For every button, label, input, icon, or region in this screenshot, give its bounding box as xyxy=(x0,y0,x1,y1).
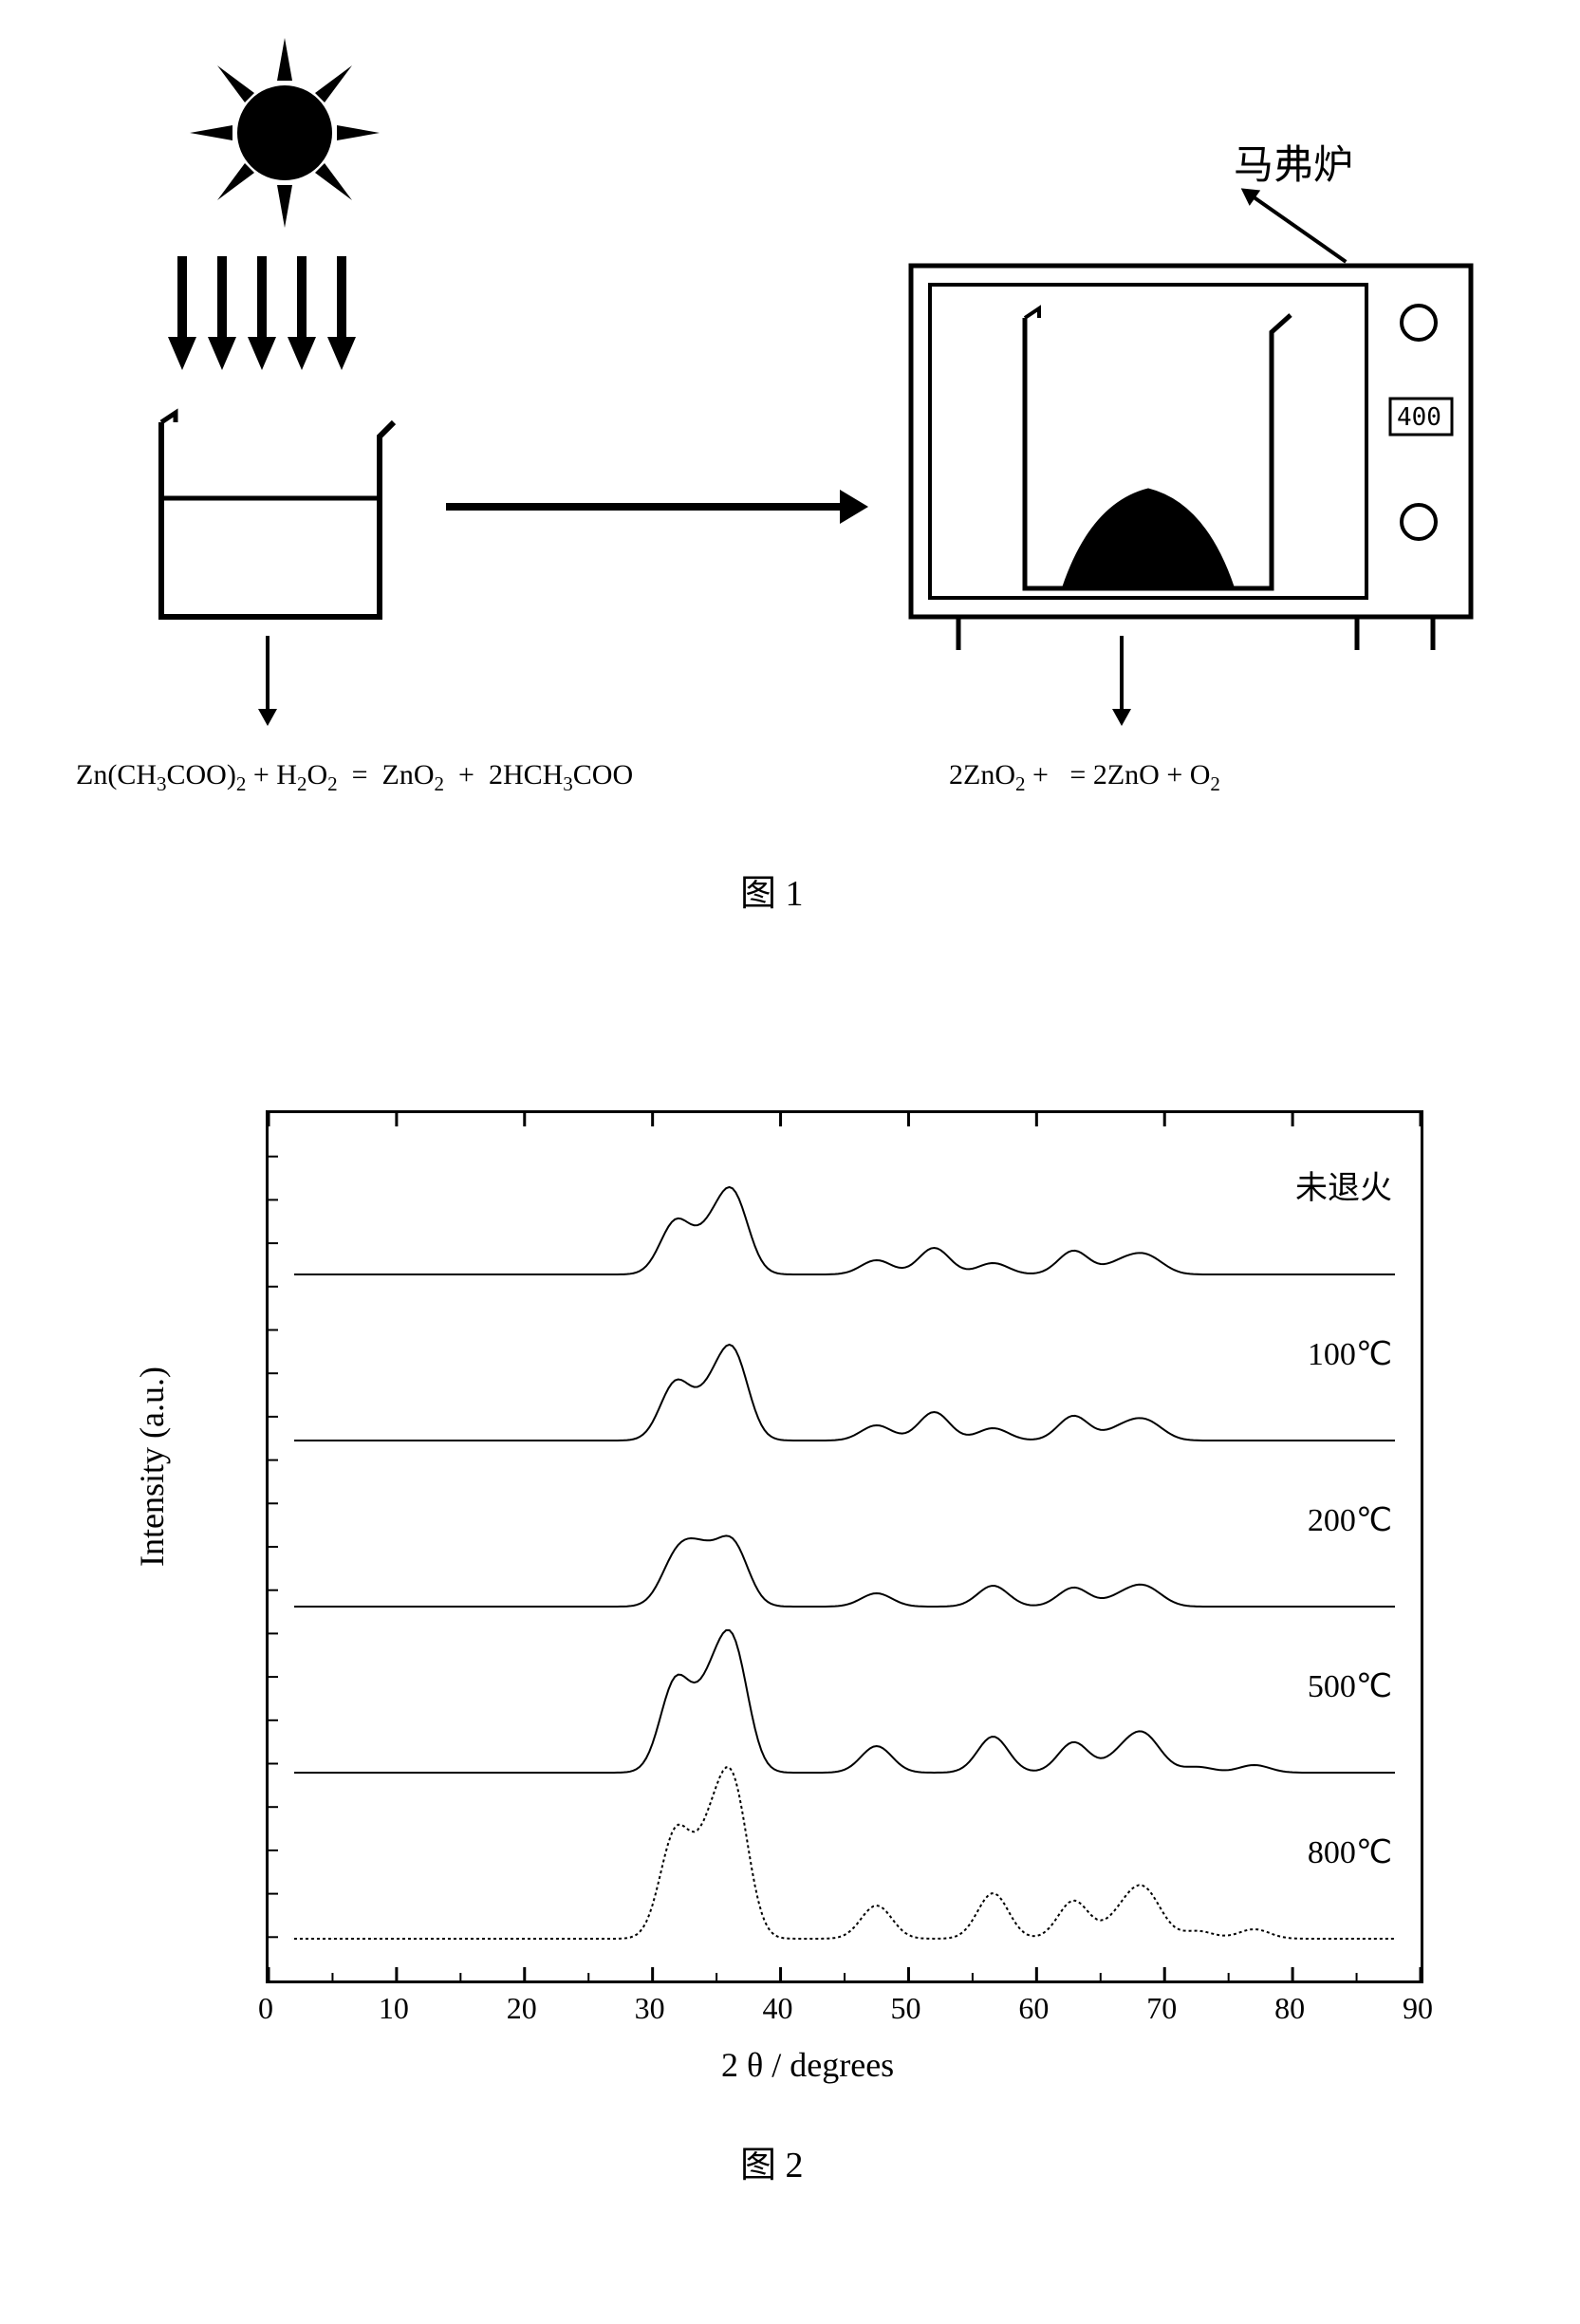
series-label: 100℃ xyxy=(1308,1337,1392,1372)
xrd-spectra: 未退火 100℃ 200℃ 500℃ 800℃ xyxy=(269,1113,1421,1980)
beaker-solution-icon xyxy=(142,408,408,636)
figure-1: Zn(CH3COO)2 + H2O2 = ZnO2 + 2HCH3COO 马弗炉… xyxy=(76,38,1499,987)
x-tick-label: 50 xyxy=(890,1991,920,2026)
furnace-pointer-arrow xyxy=(1120,636,1124,712)
x-tick-label: 40 xyxy=(763,1991,793,2026)
x-tick-label: 80 xyxy=(1274,1991,1305,2026)
x-tick-label: 90 xyxy=(1403,1991,1433,2026)
series-label: 500℃ xyxy=(1308,1669,1392,1704)
y-axis-label: Intensity (a.u.) xyxy=(132,1367,172,1567)
spectrum-line xyxy=(294,1345,1395,1441)
figure-2: Intensity (a.u.) 未退火 100℃ 200℃ 500℃ 800℃ 2 θ… xyxy=(133,1110,1442,2135)
spectrum-line xyxy=(294,1767,1395,1939)
series-label: 200℃ xyxy=(1308,1503,1392,1538)
spectrum-line xyxy=(294,1630,1395,1773)
x-tick-label: 30 xyxy=(635,1991,665,2026)
x-tick-label: 0 xyxy=(258,1991,273,2026)
beaker-pointer-arrow xyxy=(266,636,270,712)
series-label: 800℃ xyxy=(1308,1835,1392,1870)
x-tick-label: 70 xyxy=(1146,1991,1177,2026)
furnace-label-arrow xyxy=(1252,195,1348,263)
process-arrow xyxy=(446,503,845,511)
sun-icon xyxy=(190,38,380,228)
spectrum-line xyxy=(294,1187,1395,1274)
irradiation-arrows xyxy=(171,256,353,370)
x-tick-label: 10 xyxy=(379,1991,409,2026)
series-label: 未退火 xyxy=(1295,1170,1392,1206)
x-axis-label: 2 θ / degrees xyxy=(721,2045,894,2085)
xrd-chart: 未退火 100℃ 200℃ 500℃ 800℃ xyxy=(266,1110,1423,1983)
figure-2-caption: 图 2 xyxy=(740,2135,804,2187)
spectrum-line xyxy=(294,1535,1395,1607)
figure-1-caption: 图 1 xyxy=(740,864,804,916)
x-tick-label: 20 xyxy=(507,1991,537,2026)
furnace-display-text: 400 xyxy=(1397,403,1441,432)
x-tick-label: 60 xyxy=(1018,1991,1049,2026)
muffle-furnace-icon: 400 xyxy=(902,256,1490,655)
furnace-label: 马弗炉 xyxy=(1234,133,1353,191)
equation-right: 2ZnO2 + = 2ZnO + O2 xyxy=(949,759,1220,796)
equation-left: Zn(CH3COO)2 + H2O2 = ZnO2 + 2HCH3COO xyxy=(76,759,633,796)
